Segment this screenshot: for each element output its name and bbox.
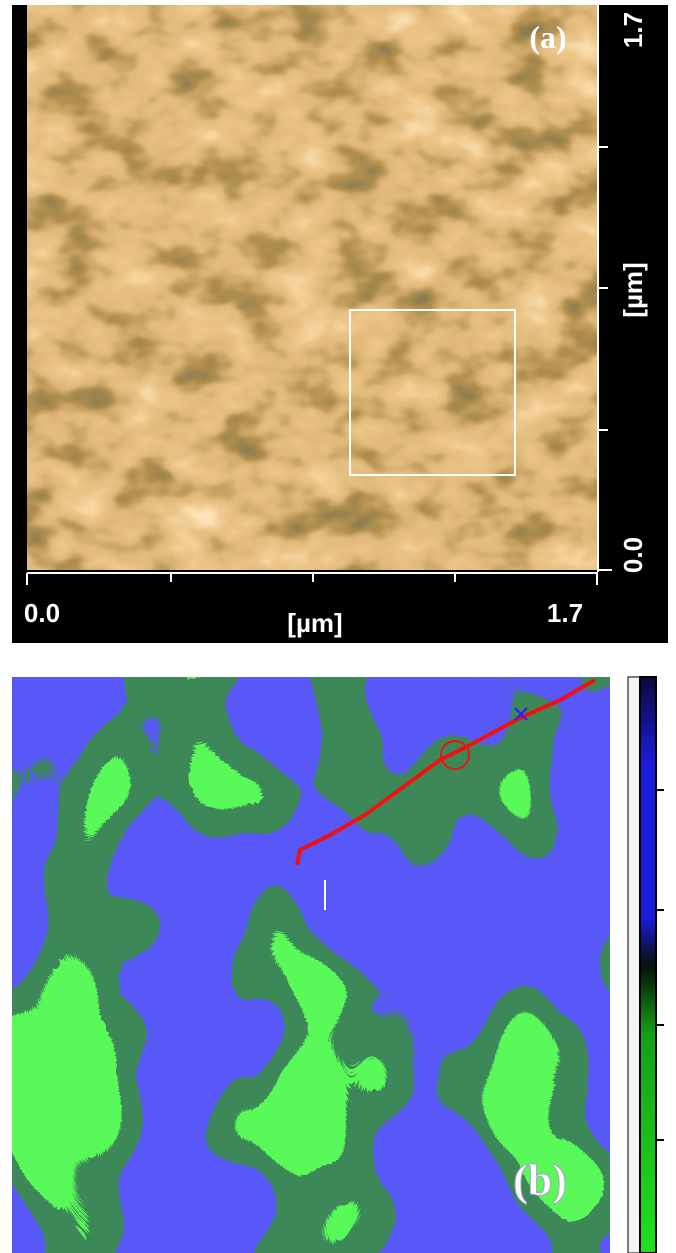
axis-unit: [µm] (618, 262, 648, 317)
axis-label: 1.7 (547, 598, 583, 628)
colorbar (640, 677, 656, 1253)
colorbar-strip (628, 677, 640, 1253)
axis-label: 0.0 (618, 537, 648, 573)
figure: (a) 1.7 [µm] 0.0 0.0 [µm] 1.7 (b) (0, 0, 676, 1253)
afm-topography (27, 5, 597, 570)
axis-label: 0.0 (24, 598, 60, 628)
page: (a) 1.7 [µm] 0.0 0.0 [µm] 1.7 (b) (() =>… (0, 0, 676, 1253)
panel-label: (a) (529, 19, 566, 55)
axis-unit: [µm] (287, 608, 342, 638)
axis-label: 1.7 (618, 12, 648, 48)
panel-label: (b) (513, 1156, 567, 1205)
